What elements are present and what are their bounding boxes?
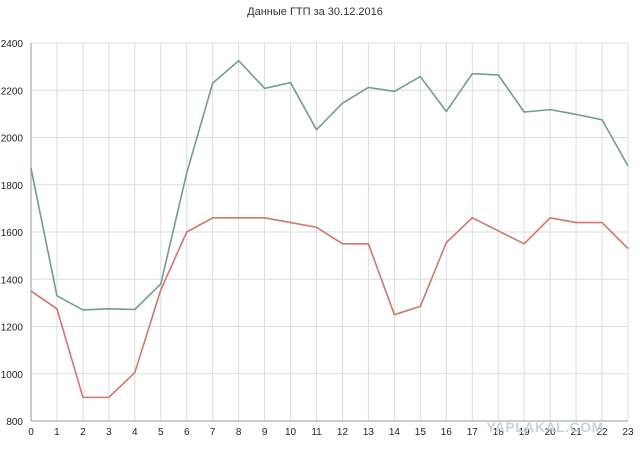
y-tick-label: 1600 <box>1 228 24 239</box>
x-tick-label: 19 <box>519 427 531 438</box>
x-tick-label: 23 <box>622 427 634 438</box>
x-tick-label: 18 <box>493 427 505 438</box>
x-tick-label: 11 <box>311 427 322 438</box>
x-tick-label: 1 <box>54 427 60 438</box>
x-tick-label: 4 <box>132 427 138 438</box>
y-tick-label: 1400 <box>1 275 24 286</box>
x-tick-label: 15 <box>415 427 427 438</box>
x-tick-label: 12 <box>337 427 349 438</box>
y-tick-label: 1000 <box>1 370 24 381</box>
series-group <box>30 59 629 399</box>
x-tick-label: 22 <box>596 427 608 438</box>
x-tick-label: 9 <box>262 427 268 438</box>
x-tick-label: 7 <box>210 427 216 438</box>
x-tick-label: 20 <box>545 427 557 438</box>
x-tick-label: 6 <box>184 427 190 438</box>
series-line-2 <box>30 217 629 399</box>
y-tick-label: 2200 <box>1 86 24 97</box>
y-tick-label: 2000 <box>1 134 24 145</box>
y-tick-label: 2400 <box>1 39 24 50</box>
x-tick-label: 2 <box>80 427 86 438</box>
chart-title: Данные ГТП за 30.12.2016 <box>247 6 383 18</box>
axes <box>30 43 628 422</box>
x-tick-label: 16 <box>441 427 453 438</box>
x-tick-label: 13 <box>363 427 375 438</box>
watermark: YAPLAKAL.COM <box>486 419 604 435</box>
y-tick-labels: 800 1000 1200 1400 1600 1800 2000 2200 2400 <box>1 39 24 428</box>
x-tick-label: 10 <box>285 427 297 438</box>
y-tick-label: 800 <box>6 417 23 428</box>
x-tick-label: 8 <box>236 427 242 438</box>
x-tick-label: 0 <box>28 427 34 438</box>
x-tick-label: 5 <box>158 427 164 438</box>
x-tick-label: 21 <box>571 427 583 438</box>
grid <box>30 42 629 422</box>
x-tick-labels: 0 1 2 3 4 5 6 7 8 9 10 11 12 13 14 15 16 17 18 19 20 21 22 23 <box>28 427 634 438</box>
series-line-1 <box>30 59 629 311</box>
x-tick-label: 14 <box>389 427 401 438</box>
y-tick-label: 1200 <box>1 323 24 334</box>
x-tick-label: 3 <box>106 427 112 438</box>
y-tick-label: 1800 <box>1 181 24 192</box>
x-tick-label: 17 <box>467 427 479 438</box>
